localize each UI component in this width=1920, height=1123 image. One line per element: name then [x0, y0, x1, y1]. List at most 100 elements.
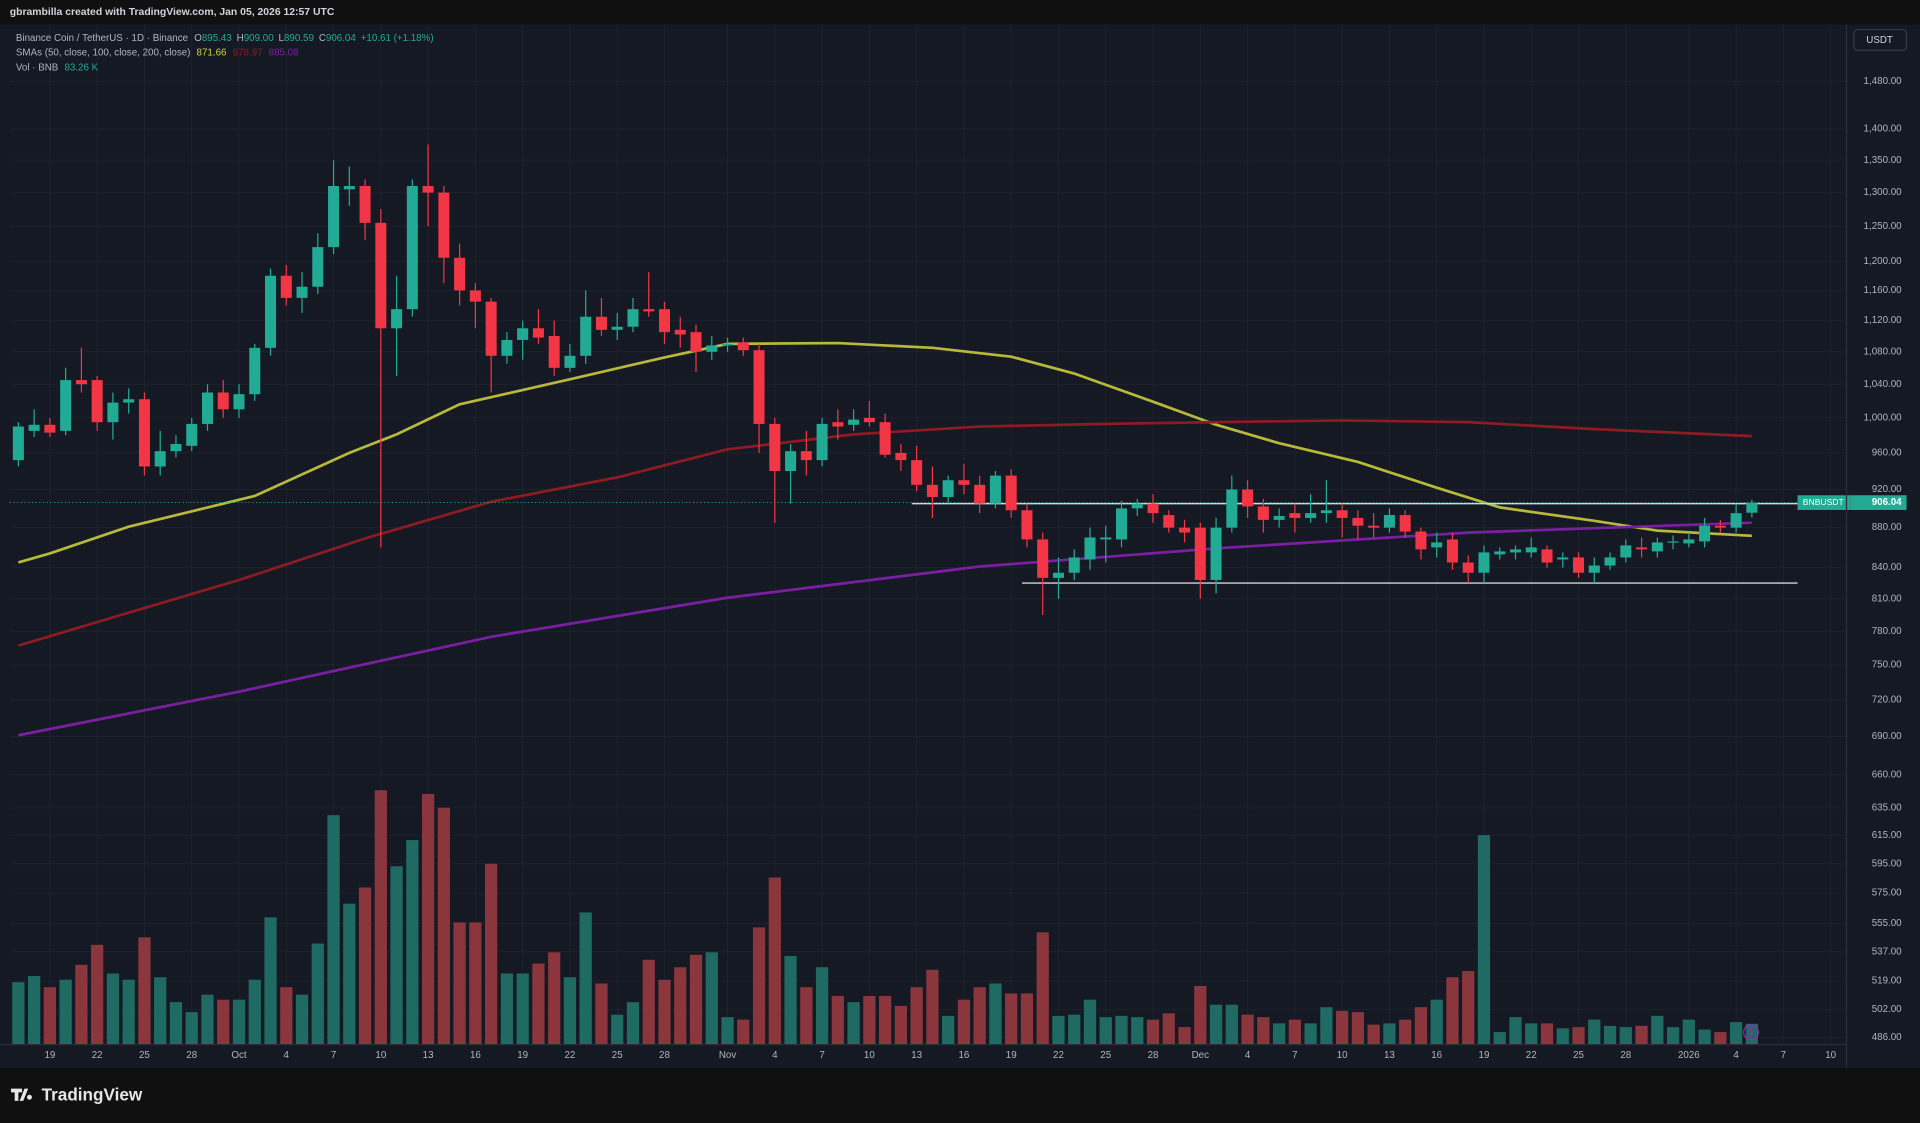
candle-body — [312, 247, 324, 287]
volume-bar — [374, 790, 387, 1045]
x-tick-label: 22 — [1053, 1050, 1064, 1061]
candle-body — [1273, 516, 1285, 520]
volume-bar — [1714, 1032, 1727, 1045]
y-tick-label: 1,040.00 — [1864, 379, 1903, 390]
candle-body — [722, 343, 734, 346]
sma-line — [17, 341, 1752, 564]
volume-bar — [1603, 1025, 1617, 1045]
candle-body — [454, 257, 466, 291]
x-tick-label: 28 — [1148, 1050, 1159, 1061]
x-tick-label: 4 — [1733, 1050, 1739, 1061]
y-tick-label: 1,250.00 — [1864, 221, 1903, 232]
candle-body — [532, 328, 544, 338]
candle-body — [422, 186, 434, 193]
volume-bar — [1414, 1007, 1428, 1045]
volume-bar — [957, 999, 971, 1045]
candle-body — [1179, 527, 1191, 533]
y-tick-label: 615.00 — [1872, 830, 1902, 841]
volume-bar — [611, 1014, 624, 1045]
candle-body — [12, 426, 24, 461]
x-tick-label: 28 — [186, 1050, 197, 1061]
sma-title: SMAs (50, close, 100, close, 200, close) — [16, 47, 191, 58]
volume-bar — [1178, 1027, 1191, 1045]
ohlc-value: 890.59 — [284, 33, 314, 44]
candle-body — [154, 451, 166, 467]
sma-value: 978.97 — [233, 47, 263, 58]
volume-legend: Vol · BNB 83.26 K — [16, 62, 99, 73]
volume-bar — [1399, 1019, 1412, 1045]
volume-bar — [1020, 993, 1034, 1045]
volume-bar — [642, 959, 655, 1045]
sma-legend: SMAs (50, close, 100, close, 200, close)… — [16, 47, 299, 58]
candle-body — [75, 380, 87, 385]
volume-bar — [658, 979, 671, 1045]
volume-bar — [406, 840, 419, 1045]
candle-body — [911, 460, 923, 485]
symbol-tag — [1797, 495, 1851, 510]
brand: TradingView — [42, 1085, 143, 1105]
volume-bar — [248, 979, 261, 1045]
volume-bar — [1052, 1015, 1065, 1045]
candle-body — [1163, 515, 1175, 528]
volume-bar — [1540, 1023, 1554, 1045]
alert-icon[interactable] — [1743, 1024, 1759, 1041]
candle-body — [1226, 489, 1238, 528]
volume-bar — [532, 963, 545, 1045]
candle-body — [501, 339, 513, 356]
volume-bar — [280, 987, 293, 1045]
x-tick-label: 19 — [1006, 1050, 1017, 1061]
candle-body — [375, 222, 387, 329]
y-tick-label: 880.00 — [1872, 522, 1902, 533]
volume-bar — [469, 922, 482, 1045]
y-tick-label: 635.00 — [1872, 802, 1902, 813]
candle-body — [706, 345, 718, 352]
x-tick-label: 7 — [1292, 1050, 1297, 1061]
candle-body — [989, 475, 1001, 504]
candle-body — [280, 275, 292, 298]
volume-bar — [421, 793, 435, 1045]
volume-bar — [1083, 999, 1097, 1045]
x-tick-label: 10 — [1825, 1050, 1836, 1061]
volume-bar — [1477, 835, 1491, 1045]
candle-body — [1746, 502, 1758, 513]
y-tick-label: 1,160.00 — [1864, 285, 1903, 296]
y-tick-label: 1,300.00 — [1864, 187, 1903, 198]
candle-body — [1210, 527, 1222, 580]
candle-body — [1478, 552, 1490, 573]
volume-title: Vol · BNB — [16, 62, 59, 73]
volume-bar — [264, 917, 277, 1045]
candle-body — [690, 332, 702, 352]
candle-body — [1557, 557, 1569, 560]
volume-bar — [1383, 1023, 1396, 1045]
volume-bar — [59, 979, 72, 1045]
y-tick-label: 960.00 — [1872, 448, 1902, 459]
x-tick-label: 25 — [612, 1050, 623, 1061]
x-tick-label: 22 — [1526, 1050, 1537, 1061]
candle-body — [1667, 541, 1679, 543]
x-tick-label: 19 — [1479, 1050, 1490, 1061]
volume-bar — [563, 977, 577, 1045]
volume-bar — [201, 994, 214, 1045]
candle-body — [895, 452, 907, 461]
candle-body — [138, 399, 150, 467]
candle-body — [1242, 489, 1254, 507]
volume-bar — [942, 1015, 955, 1045]
volume-bar — [122, 979, 135, 1045]
currency-button[interactable] — [1853, 28, 1908, 51]
y-tick-label: 537.00 — [1872, 946, 1902, 957]
x-tick-label: 19 — [44, 1050, 55, 1061]
currency[interactable]: USDT — [1866, 35, 1893, 46]
candle-body — [1100, 537, 1112, 540]
candle-body — [1289, 513, 1301, 518]
volume-bar — [926, 969, 939, 1045]
candle-body — [201, 392, 213, 424]
candle-body — [926, 484, 938, 497]
candle-body — [1714, 525, 1726, 528]
volume-bar — [1556, 1028, 1569, 1045]
volume-bar — [358, 887, 372, 1045]
volume-bar — [295, 994, 309, 1045]
volume-bar — [1162, 1013, 1175, 1045]
candle-body — [1021, 510, 1033, 540]
y-tick-label: 1,120.00 — [1864, 315, 1903, 326]
